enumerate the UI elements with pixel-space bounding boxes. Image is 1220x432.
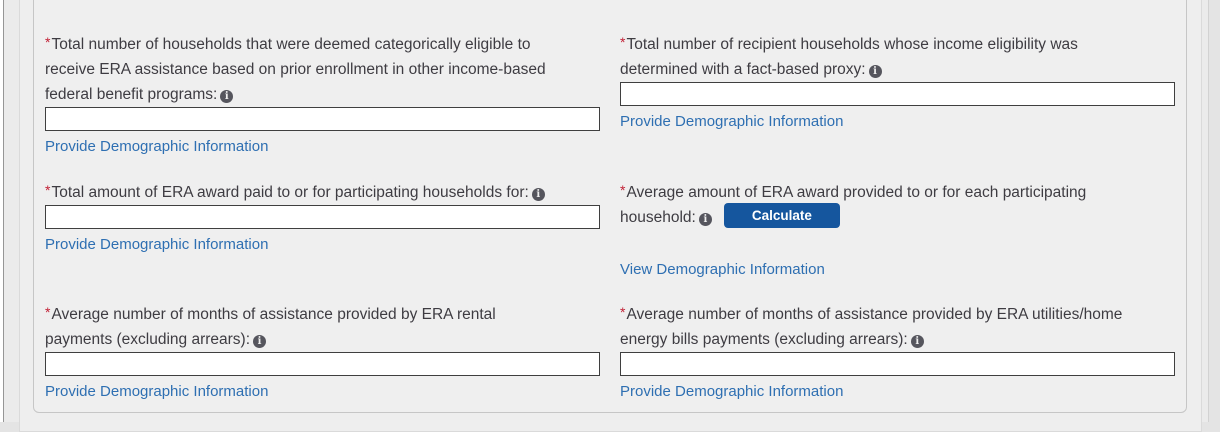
avg-months-rental-input[interactable] [45, 352, 600, 376]
required-asterisk: * [45, 304, 51, 320]
field-label-text: Total amount of ERA award paid to or for… [51, 184, 529, 201]
field-label: *Average number of months of assistance … [45, 300, 600, 352]
avg-months-utilities-input[interactable] [620, 352, 1175, 376]
info-icon[interactable]: i [868, 65, 882, 78]
info-icon[interactable]: i [910, 335, 924, 348]
field-label-text: Total number of households that were dee… [45, 36, 546, 103]
required-asterisk: * [45, 34, 51, 50]
field-label: *Total number of households that were de… [45, 30, 600, 107]
field-group-total-era-award: *Total amount of ERA award paid to or fo… [45, 178, 600, 254]
required-asterisk: * [620, 304, 626, 320]
info-icon[interactable]: i [220, 90, 234, 103]
provide-demographic-link[interactable]: Provide Demographic Information [45, 383, 269, 400]
field-label: *Average amount of ERA award provided to… [620, 178, 1175, 230]
required-asterisk: * [620, 182, 626, 198]
era-assistance-form-section: *Total number of households that were de… [33, 0, 1187, 413]
field-group-fact-based-proxy: *Total number of recipient households wh… [620, 30, 1175, 131]
field-label-text: Average number of months of assistance p… [620, 306, 1123, 348]
form-grid: *Total number of households that were de… [45, 30, 1175, 401]
field-label-text: Total number of recipient households who… [620, 36, 1078, 78]
info-icon[interactable]: i [253, 335, 267, 348]
field-group-avg-months-utilities: *Average number of months of assistance … [620, 300, 1175, 401]
required-asterisk: * [45, 182, 51, 198]
provide-demographic-link[interactable]: Provide Demographic Information [620, 113, 844, 130]
page-left-margin [0, 0, 3, 422]
provide-demographic-link[interactable]: Provide Demographic Information [45, 236, 269, 253]
fact-based-proxy-input[interactable] [620, 82, 1175, 106]
view-demographic-link[interactable]: View Demographic Information [620, 261, 825, 279]
info-icon[interactable]: i [531, 188, 545, 201]
total-era-award-input[interactable] [45, 205, 600, 229]
required-asterisk: * [620, 34, 626, 50]
field-group-categorically-eligible: *Total number of households that were de… [45, 30, 600, 156]
field-label: *Total amount of ERA award paid to or fo… [45, 178, 600, 205]
field-group-average-era-award: *Average amount of ERA award provided to… [620, 178, 1175, 279]
provide-demographic-link[interactable]: Provide Demographic Information [620, 383, 844, 400]
field-label-text: Average number of months of assistance p… [45, 306, 496, 348]
field-label: *Total number of recipient households wh… [620, 30, 1175, 82]
field-label-text: Average amount of ERA award provided to … [620, 184, 1087, 226]
field-label: *Average number of months of assistance … [620, 300, 1175, 352]
provide-demographic-link[interactable]: Provide Demographic Information [45, 138, 269, 155]
calculate-button[interactable]: Calculate [723, 203, 840, 229]
categorically-eligible-input[interactable] [45, 107, 600, 131]
info-icon[interactable]: i [698, 213, 712, 226]
field-group-avg-months-rental: *Average number of months of assistance … [45, 300, 600, 401]
